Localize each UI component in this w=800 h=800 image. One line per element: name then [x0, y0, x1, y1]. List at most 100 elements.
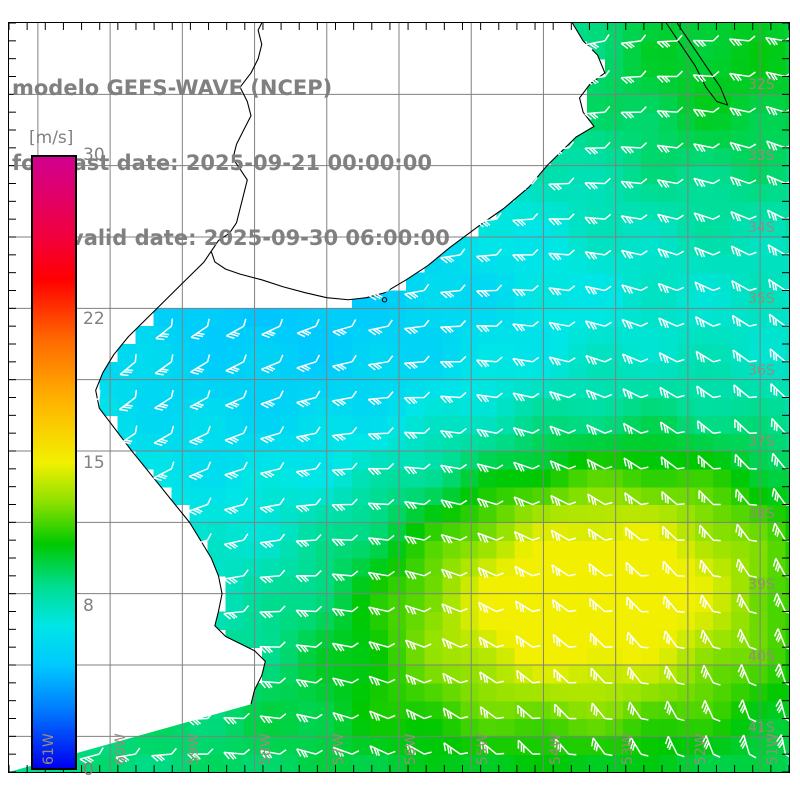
- wind-barb: [154, 389, 174, 411]
- wind-barb: [513, 461, 540, 472]
- wind-barb: [663, 630, 685, 650]
- wind-barb: [728, 35, 756, 47]
- colorbar-units-label: [m/s]: [29, 128, 74, 148]
- wind-barb: [620, 142, 648, 154]
- wind-barb: [730, 210, 757, 222]
- wind-barb: [403, 427, 431, 440]
- wind-barb: [153, 425, 175, 447]
- wind-barb: [296, 748, 323, 758]
- wind-barb: [773, 593, 789, 614]
- wind-barb: [295, 462, 322, 478]
- wind-barb: [259, 533, 286, 549]
- wind-barb: [695, 350, 721, 363]
- colorbar-tick-label: 22: [83, 309, 105, 329]
- wind-barb: [259, 605, 286, 619]
- wind-barb: [768, 313, 789, 327]
- wind-barb: [405, 674, 432, 685]
- wind-barb: [620, 249, 648, 259]
- wind-barb: [664, 735, 685, 758]
- wind-barb: [587, 528, 613, 541]
- latitude-tick-label: 36S: [748, 362, 775, 379]
- wind-barbs: [9, 34, 789, 767]
- wind-barb: [190, 354, 211, 375]
- wind-barb: [476, 463, 504, 473]
- longitude-tick-label: 57W: [330, 733, 347, 765]
- wind-barb: [621, 284, 648, 294]
- wind-barb: [584, 213, 612, 225]
- wind-barb: [620, 178, 648, 189]
- wind-barb: [733, 384, 757, 399]
- wind-barb: [548, 285, 576, 296]
- wind-barb: [476, 212, 502, 228]
- wind-barb: [295, 677, 323, 688]
- wind-barb: [738, 734, 757, 759]
- longitude-tick-label: 60W: [113, 733, 130, 765]
- wind-barb: [729, 176, 757, 187]
- wind-barb: [406, 743, 432, 756]
- wind-barb: [224, 461, 248, 480]
- wind-barb: [331, 534, 359, 547]
- wind-barb: [115, 711, 141, 728]
- wind-barb: [115, 747, 141, 764]
- wind-barb: [693, 212, 721, 223]
- wind-barb: [476, 356, 503, 368]
- latitude-tick-label: 33S: [748, 148, 775, 165]
- latitude-tick-label: 39S: [748, 577, 775, 594]
- wind-barb: [767, 244, 789, 256]
- wind-barb: [405, 708, 432, 721]
- wind-barb: [738, 699, 757, 723]
- wind-barb: [155, 318, 174, 341]
- wind-barb: [657, 248, 685, 259]
- wind-barb: [153, 461, 175, 482]
- wind-barb: [441, 603, 468, 614]
- wind-barb: [404, 570, 432, 580]
- longitude-tick-label: 61W: [40, 733, 57, 765]
- wind-barb: [548, 177, 575, 191]
- wind-barb: [729, 107, 757, 117]
- wind-barb: [476, 320, 503, 333]
- wind-barb: [476, 392, 503, 403]
- wind-barb: [701, 735, 721, 758]
- wind-barb: [769, 348, 789, 363]
- wind-barb: [552, 633, 577, 648]
- wind-barb: [656, 178, 684, 189]
- colorbar-tick-label: 0: [83, 760, 94, 780]
- wind-barb: [368, 641, 396, 651]
- wind-barb: [403, 463, 431, 475]
- wind-barb: [549, 460, 577, 471]
- map-plot-area[interactable]: [8, 22, 790, 773]
- wind-barb: [368, 283, 393, 301]
- wind-barb: [694, 281, 721, 293]
- wind-barb: [296, 354, 321, 373]
- colorbar-tick-label: 8: [83, 596, 94, 616]
- wind-barb: [584, 69, 610, 86]
- wind-barb: [771, 487, 789, 506]
- wind-barb: [775, 698, 789, 722]
- wind-barb: [517, 739, 541, 755]
- wind-barb: [512, 320, 540, 332]
- wind-barb: [735, 523, 757, 542]
- wind-barb: [259, 497, 285, 514]
- wind-barb: [188, 533, 212, 551]
- wind-barb: [698, 489, 721, 506]
- wind-barb: [550, 529, 577, 542]
- wind-barb: [404, 604, 432, 615]
- wind-barb: [697, 454, 721, 470]
- wind-barb: [331, 390, 358, 407]
- wind-barb: [548, 356, 576, 366]
- wind-barb: [331, 606, 359, 617]
- wind-barb: [765, 36, 789, 46]
- wind-barb: [548, 321, 576, 331]
- wind-barb: [591, 737, 613, 757]
- wind-barb: [224, 497, 249, 515]
- wind-barb: [512, 392, 540, 402]
- wind-barb: [627, 701, 649, 721]
- wind-barb: [403, 355, 430, 370]
- wind-barb: [368, 710, 396, 721]
- wind-barb: [513, 530, 540, 542]
- wind-barb: [626, 596, 649, 613]
- wind-barb: [732, 349, 757, 363]
- wind-barb: [586, 458, 613, 471]
- wind-barb: [584, 249, 612, 260]
- wind-barb: [729, 141, 757, 152]
